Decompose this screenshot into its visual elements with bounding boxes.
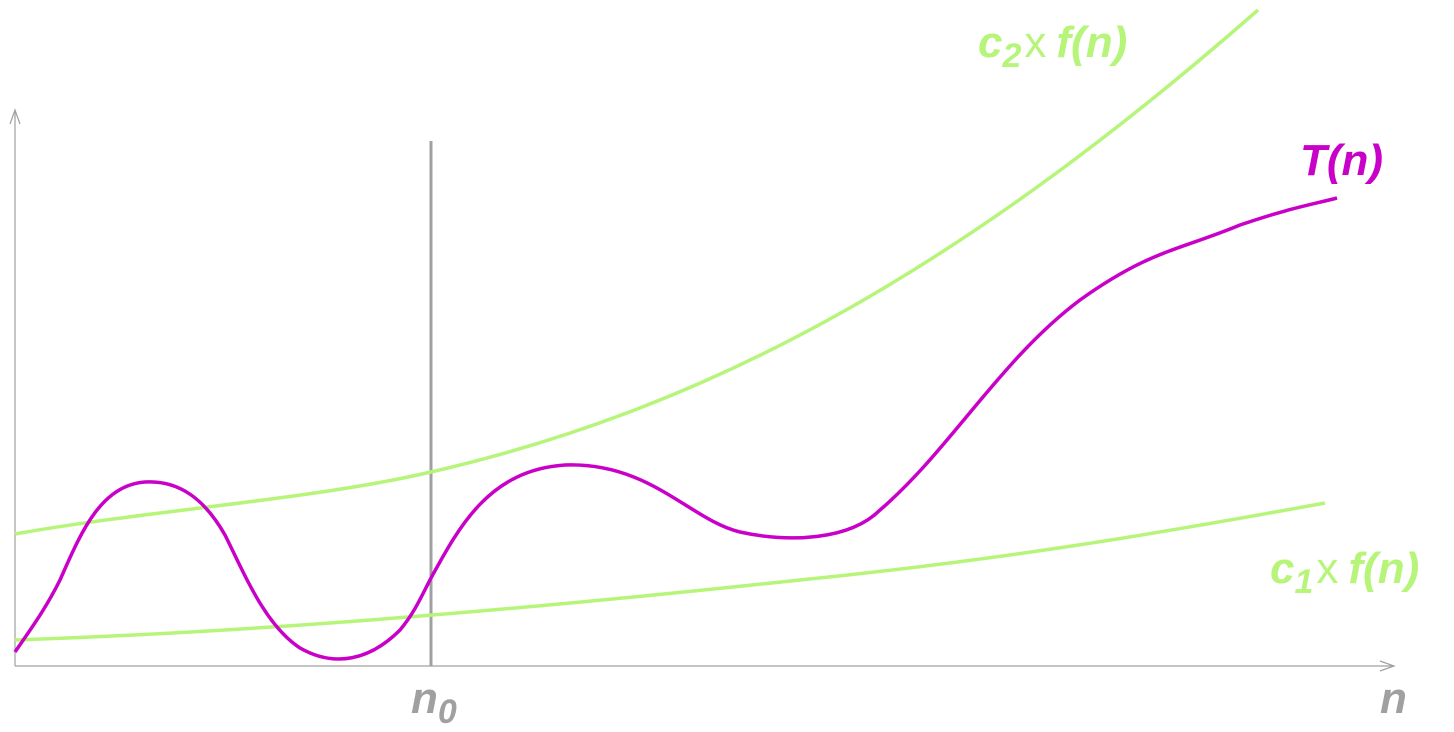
x-axis-arrow [1379,660,1396,672]
lower-bound-label: c1x f(n) [1270,544,1419,601]
n0-label: n0 [411,674,457,731]
y-axis-arrow [9,108,21,125]
t-curve-label: T(n) [1300,136,1383,185]
t-curve [13,196,1338,661]
upper-bound-curve [14,8,1260,536]
x-axis-label: n [1380,674,1407,723]
upper-bound-label: c2x f(n) [978,18,1127,75]
lower-bound-curve [14,501,1326,642]
